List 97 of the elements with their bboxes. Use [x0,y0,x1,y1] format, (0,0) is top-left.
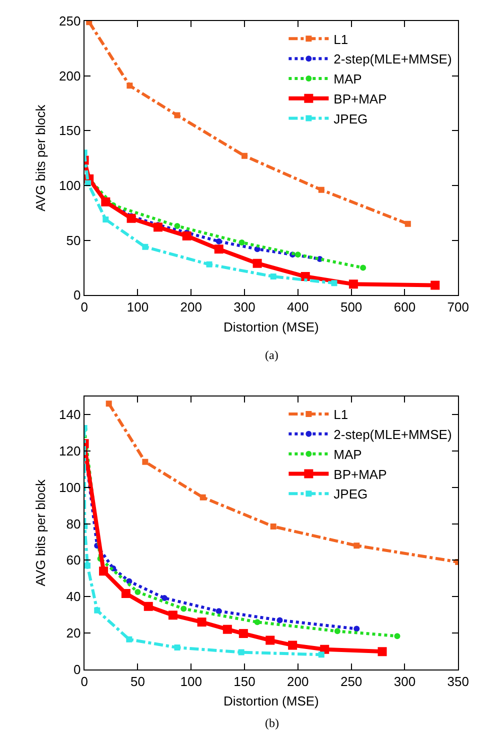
point [222,624,232,634]
point [238,629,248,638]
y-tick-label: 50 [66,232,81,248]
point [252,258,262,268]
point [242,152,248,159]
point [126,82,133,89]
legend-label: BP+MAP [334,91,387,106]
point [266,636,275,645]
x-tick-label: 250 [340,674,362,689]
point [99,566,108,576]
point [254,619,260,626]
point [174,112,180,118]
point [84,562,91,569]
point [182,231,192,240]
point [354,626,360,632]
legend-label: MAP [334,72,362,87]
point [430,280,440,290]
y-tick-label: 250 [59,14,81,29]
x-tick-label: 400 [287,300,309,315]
point [121,588,130,598]
text: (a) [265,348,278,362]
text: (b) [265,716,279,730]
point [331,280,338,286]
point [216,608,222,614]
x-axis-title: Distortion (MSE) [224,319,319,334]
point [216,238,222,244]
point [94,607,100,614]
x-tick-label: 350 [447,674,469,689]
y-tick-label: 140 [59,407,81,422]
point [238,240,245,246]
point [174,644,180,651]
point [318,186,324,193]
legend-label: 2-step(MLE+MMSE) [334,52,452,67]
point [106,400,112,407]
point [134,589,141,596]
y-tick-label: 100 [59,480,81,495]
legend-label: BP+MAP [334,466,387,482]
x-tick-label: 600 [394,300,416,315]
x-tick-label: 700 [447,300,469,315]
point [142,458,148,465]
y-tick-label: 0 [73,662,81,677]
x-axis-title: Distortion (MSE) [224,694,319,709]
point [288,640,298,650]
point [360,264,366,271]
x-tick-label: 500 [340,300,362,315]
y-axis-title: AVG bits per block [32,479,48,586]
point [214,244,224,254]
point [86,20,92,26]
x-tick-label: 300 [394,674,416,689]
y-tick-label: 200 [59,68,81,84]
point [142,244,148,250]
point [378,647,387,656]
y-tick-label: 120 [59,444,81,459]
legend-label: JPEG [334,486,368,502]
x-tick-label: 150 [234,674,256,689]
point [294,252,301,258]
legend-label: JPEG [334,111,368,126]
point [168,610,178,620]
point [126,636,132,642]
y-tick-label: 100 [59,178,81,194]
point [334,628,340,634]
y-tick-label: 80 [66,516,81,532]
point [174,223,180,230]
point [348,280,358,289]
point [238,649,244,656]
point [404,220,411,227]
y-tick-label: 20 [66,626,81,641]
x-tick-label: 50 [130,674,145,689]
point [354,542,360,549]
y-tick-label: 40 [66,589,81,604]
x-tick-label: 300 [234,300,256,315]
x-tick-label: 100 [180,674,202,689]
x-tick-label: 100 [126,300,149,315]
point [206,261,212,268]
point [161,595,168,602]
point [101,197,110,206]
y-tick-label: 150 [59,123,81,138]
point [153,222,162,232]
point [318,652,324,658]
point [394,633,400,640]
legend-label: L1 [334,32,348,47]
x-tick-label: 200 [287,674,309,689]
y-axis-title: AVG bits per block [32,104,48,212]
y-tick-label: 0 [73,288,81,303]
point [102,216,109,222]
point [276,617,283,624]
x-tick-label: 200 [180,300,202,315]
y-tick-label: 60 [66,552,81,568]
legend-label: L1 [334,407,348,422]
legend-label: 2-step(MLE+MMSE) [334,426,452,442]
legend-label: MAP [334,446,362,462]
point [180,606,187,612]
point [200,494,206,500]
point [197,618,206,627]
point [270,524,276,530]
point [270,274,276,280]
point [144,602,153,611]
